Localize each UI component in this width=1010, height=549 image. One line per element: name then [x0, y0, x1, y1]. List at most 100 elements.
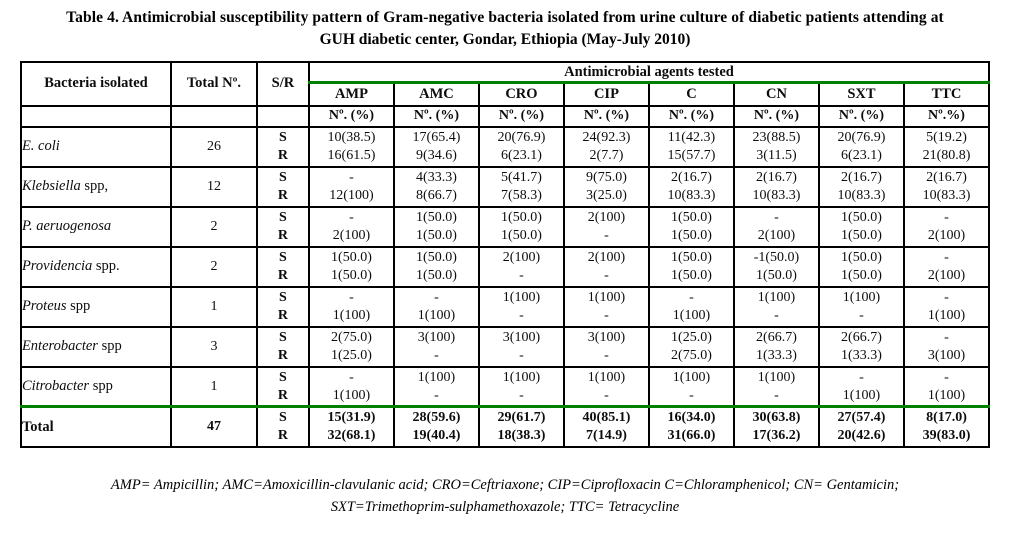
resistant-value: 10(83.3) [752, 187, 801, 203]
susceptibility-table: Bacteria isolated Total Nº. S/R Antimicr… [19, 60, 991, 448]
value-cell-amp: 10(38.5) 16(61.5) [307, 125, 395, 168]
bacteria-name-italic: Citrobacter [21, 378, 90, 395]
value-cell-c: - 1(100) [647, 285, 735, 328]
sr-r-label: R [277, 147, 289, 163]
value-cell-cro: 1(50.0) 1(50.0) [477, 205, 565, 248]
susceptible-value: 2(100) [587, 249, 626, 265]
resistant-value: - [519, 387, 524, 403]
bacteria-name-italic: P. aeruogenosa [21, 218, 112, 235]
susceptible-value: 20(76.9) [497, 129, 546, 145]
resistant-value: - [774, 307, 779, 323]
value-cell-cn: 1(100) - [732, 365, 820, 408]
bacteria-name-italic: E. coli [21, 138, 60, 155]
isolate-count-cell: 1 [169, 365, 258, 408]
value-cell-cip: 40(85.1) 7(14.9) [562, 405, 650, 448]
susceptible-value: 15(31.9) [327, 410, 376, 426]
bacteria-row: Citrobacter spp 1 S R -1(100) 1(100) -1(100) -1… [19, 365, 991, 408]
subheader-no-pct-amc: Nº. (%) [392, 104, 480, 128]
resistant-value: 1(50.0) [756, 267, 797, 283]
resistant-value: 1(50.0) [841, 227, 882, 243]
sr-s-label: S [279, 289, 287, 305]
value-cell-cn: 30(63.8) 17(36.2) [732, 405, 820, 448]
caption-line-1: Table 4. Antimicrobial susceptibility pa… [66, 9, 944, 26]
drug-header-cn: CN [732, 81, 820, 107]
susceptible-value: 2(100) [587, 209, 626, 225]
resistant-value: - [604, 307, 609, 323]
value-cell-cn: -1(50.0) 1(50.0) [732, 245, 820, 288]
susceptible-value: 1(25.0) [671, 329, 712, 345]
value-cell-ttc: 5(19.2) 21(80.8) [902, 125, 991, 168]
susceptible-value: 24(92.3) [582, 129, 631, 145]
bacteria-name-cell: P. aeruogenosa [19, 205, 172, 248]
resistant-value: 1(50.0) [416, 267, 457, 283]
value-cell-cro: 20(76.9) 6(23.1) [477, 125, 565, 168]
susceptible-value: - [774, 209, 779, 225]
bacteria-name-roman: spp. [92, 258, 120, 275]
susceptible-value: 1(50.0) [671, 209, 712, 225]
value-cell-cro: 2(100) - [477, 245, 565, 288]
susceptible-value: 3(100) [417, 329, 456, 345]
drug-header-cip: CIP [562, 81, 650, 107]
value-cell-sxt: 2(16.7) 10(83.3) [817, 165, 905, 208]
susceptible-value: 23(88.5) [752, 129, 801, 145]
resistant-value: - [519, 267, 524, 283]
sr-r-label: R [277, 267, 289, 283]
value-cell-ttc: 8(17.0) 39(83.0) [902, 405, 991, 448]
resistant-value: 1(25.0) [331, 347, 372, 363]
sr-s-label: S [279, 129, 287, 145]
susceptible-value: - [944, 369, 949, 385]
susceptible-value: 1(50.0) [416, 209, 457, 225]
susceptible-value: 2(16.7) [841, 169, 882, 185]
resistant-value: 3(11.5) [756, 147, 797, 163]
value-cell-cro: 5(41.7) 7(58.3) [477, 165, 565, 208]
value-cell-ttc: - 3(100) [902, 325, 991, 368]
susceptible-value: 2(75.0) [331, 329, 372, 345]
sr-s-label: S [279, 369, 287, 385]
bacteria-row: Providencia spp. 2 S R 1(50.0) 1(50.0) 1(50.0)… [19, 245, 991, 288]
susceptible-value: 1(100) [842, 289, 881, 305]
value-cell-cip: 9(75.0) 3(25.0) [562, 165, 650, 208]
resistant-value: 19(40.4) [412, 428, 461, 444]
susceptible-value: 1(50.0) [841, 209, 882, 225]
bacteria-name-roman: spp [89, 378, 113, 395]
susceptible-value: - [944, 289, 949, 305]
value-cell-cip: 2(100) - [562, 205, 650, 248]
isolate-count-cell: 1 [169, 285, 258, 328]
value-cell-sxt: 20(76.9) 6(23.1) [817, 125, 905, 168]
bacteria-name-roman: Total [21, 418, 54, 435]
subheader-no-pct-sxt: Nº. (%) [817, 104, 905, 128]
susceptible-value: 1(50.0) [331, 249, 372, 265]
susceptible-value: 1(100) [502, 369, 541, 385]
value-cell-amc: - 1(100) [392, 285, 480, 328]
resistant-value: 6(23.1) [501, 147, 542, 163]
header-s-r: S/R [255, 60, 310, 107]
resistant-value: 10(83.3) [837, 187, 886, 203]
susceptible-value: 3(100) [587, 329, 626, 345]
value-cell-amp: 1(50.0) 1(50.0) [307, 245, 395, 288]
value-cell-cip: 1(100) - [562, 285, 650, 328]
susceptible-value: 1(100) [757, 369, 796, 385]
empty-header-cell [255, 104, 310, 128]
table-caption: Table 4. Antimicrobial susceptibility pa… [0, 7, 1010, 52]
resistant-value: 1(100) [842, 387, 881, 403]
sr-r-label: R [277, 227, 289, 243]
resistant-value: 21(80.8) [922, 147, 971, 163]
susceptible-value: 10(38.5) [327, 129, 376, 145]
resistant-value: 2(100) [757, 227, 796, 243]
resistant-value: - [434, 387, 439, 403]
value-cell-ttc: - 1(100) [902, 365, 991, 408]
susceptible-value: 2(66.7) [756, 329, 797, 345]
resistant-value: 12(100) [329, 187, 374, 203]
caption-line-2: GUH diabetic center, Gondar, Ethiopia (M… [319, 31, 691, 49]
value-cell-cip: 3(100) - [562, 325, 650, 368]
subheader-no-pct-cro: Nº. (%) [477, 104, 565, 128]
resistant-value: 1(50.0) [331, 267, 372, 283]
footnote-line-2: SXT=Trimethoprim-sulphamethoxazole; TTC=… [330, 498, 680, 515]
bacteria-row: Klebsiella spp, 12 S R -12(100) 4(33.3) 8(66.7… [19, 165, 991, 208]
value-cell-cn: 2(16.7) 10(83.3) [732, 165, 820, 208]
resistant-value: 10(83.3) [667, 187, 716, 203]
susceptible-value: 8(17.0) [926, 410, 967, 426]
susceptible-value: - [689, 289, 694, 305]
